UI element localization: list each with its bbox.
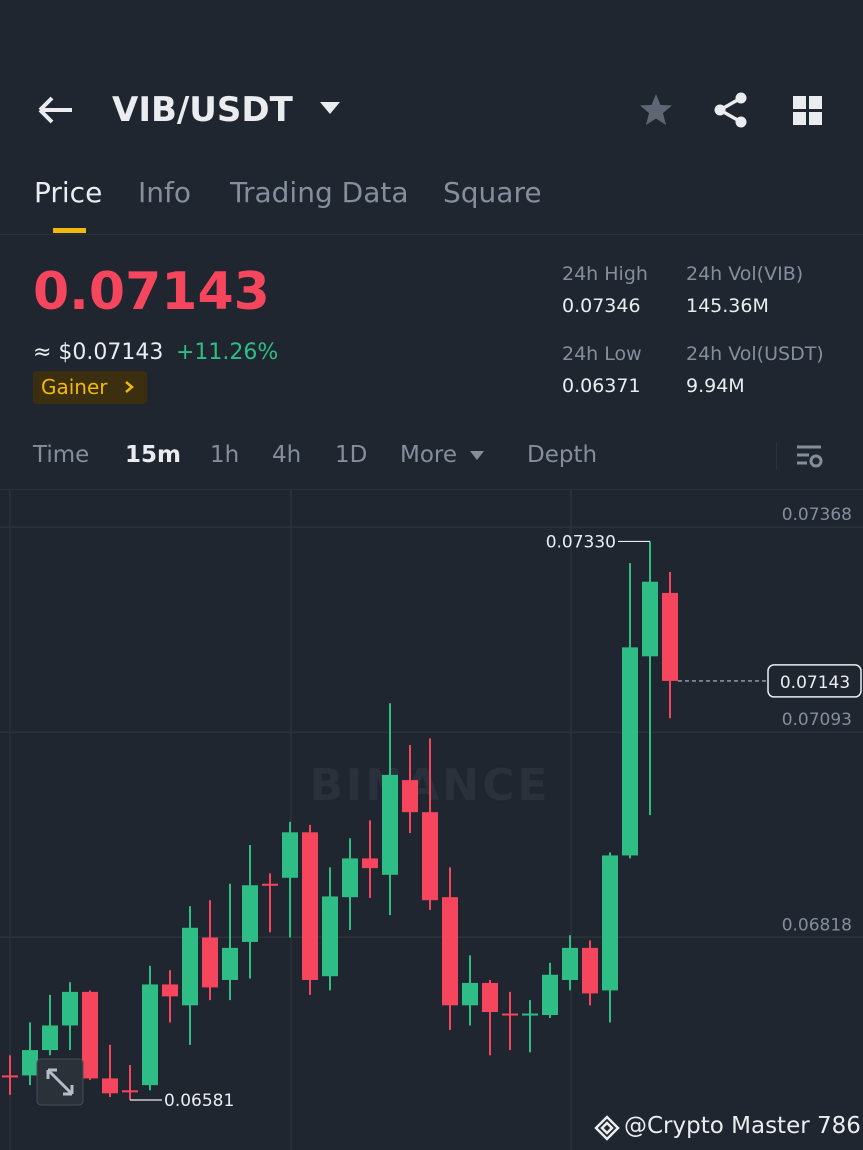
candle-body (402, 780, 418, 813)
candle-body (62, 991, 78, 1026)
stat-value: 9.94M (686, 375, 745, 397)
stat-label: 24h High (562, 263, 648, 285)
credit-text: @Crypto Master 786 (624, 1113, 861, 1139)
interval[interactable]: 1h (210, 442, 240, 468)
candle-body (142, 984, 158, 1086)
tab[interactable]: Price (34, 176, 103, 209)
y-tick-label: 0.07368 (782, 505, 852, 525)
credit-icon (594, 1115, 620, 1141)
candle-body (502, 1013, 518, 1016)
stat-label: 24h Vol(USDT) (686, 343, 824, 365)
candle-body (42, 1025, 58, 1051)
watermark: BINANCE (310, 760, 551, 811)
candle-body (382, 774, 398, 875)
candle-body (622, 647, 638, 856)
divider (0, 489, 863, 490)
candle-body (122, 1090, 138, 1093)
stat-label: 24h Low (562, 343, 642, 365)
interval[interactable]: Time (33, 442, 90, 468)
tab[interactable]: Trading Data (230, 176, 409, 209)
candle-body (582, 947, 598, 994)
divider (0, 234, 863, 235)
candle-body (182, 927, 198, 1006)
candle-body (222, 947, 238, 980)
candle-body (262, 883, 278, 886)
candle-body (342, 858, 358, 898)
tab[interactable]: Info (138, 176, 191, 209)
candle-body (242, 885, 258, 942)
candle-body (442, 897, 458, 1006)
stat-value: 0.06371 (562, 375, 641, 397)
chart-settings[interactable] (795, 443, 825, 471)
candle-body (202, 937, 218, 988)
favorite-star[interactable] (638, 92, 674, 128)
back-button[interactable] (36, 94, 76, 126)
candle-body (282, 832, 298, 878)
candle-body (422, 812, 438, 901)
layout-button[interactable] (792, 95, 824, 127)
more-dropdown[interactable] (469, 450, 485, 462)
candle-body (462, 982, 478, 1006)
interval[interactable]: 15m (125, 442, 181, 468)
candle-body (162, 984, 178, 997)
interval[interactable]: 1D (335, 442, 368, 468)
usd-price: ≈ $0.07143 (33, 340, 164, 365)
candlestick-chart: BINANCE 0.07368 0.07093 0.06818 0.07330 0.065… (0, 490, 863, 1150)
candle-body (362, 858, 378, 869)
stat-value: 0.07346 (562, 295, 641, 317)
candle-body (22, 1050, 38, 1076)
candle-body (562, 947, 578, 980)
badge-arrow (125, 381, 134, 393)
candle-body (2, 1075, 18, 1078)
y-tick-label: 0.06818 (782, 915, 852, 935)
candle-body (662, 592, 678, 681)
last-price-label: 0.07143 (780, 673, 850, 693)
stat-value: 145.36M (686, 295, 769, 317)
high-label: 0.07330 (546, 532, 616, 552)
price-change: +11.26% (176, 340, 279, 365)
interval[interactable]: 4h (272, 442, 302, 468)
low-label: 0.06581 (164, 1091, 234, 1111)
share-button[interactable] (712, 92, 750, 128)
pair-dropdown[interactable] (318, 100, 342, 116)
candle-body (642, 581, 658, 657)
candle-body (82, 991, 98, 1079)
candle-body (102, 1078, 118, 1094)
badge-text: Gainer (41, 375, 108, 399)
candle-body (322, 896, 338, 977)
candle-body (482, 982, 498, 1013)
candle-body (542, 974, 558, 1016)
stat-label: 24h Vol(VIB) (686, 263, 804, 285)
last-price: 0.07143 (33, 262, 270, 322)
pair-title[interactable]: VIB/USDT (112, 90, 293, 130)
candle-body (522, 1013, 538, 1016)
fullscreen-button[interactable] (36, 1058, 84, 1106)
tab-indicator (53, 228, 86, 233)
interval[interactable]: Depth (527, 442, 598, 468)
gainer-badge[interactable]: Gainer (33, 371, 147, 404)
tab[interactable]: Square (443, 176, 542, 209)
last-price-box (767, 664, 862, 698)
divider (776, 442, 777, 470)
candle-body (602, 855, 618, 991)
candle-body (302, 832, 318, 980)
y-tick-label: 0.07093 (782, 710, 852, 730)
interval[interactable]: More (400, 442, 458, 468)
